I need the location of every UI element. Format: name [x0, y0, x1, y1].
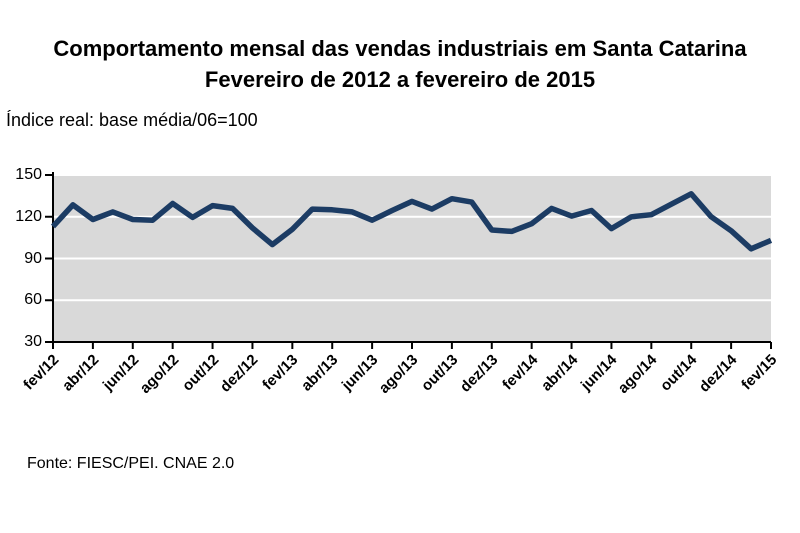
chart-source: Fonte: FIESC/PEI. CNAE 2.0: [27, 455, 235, 472]
y-axis-tick-label: 90: [24, 249, 42, 267]
y-axis-tick-label: 60: [24, 291, 42, 309]
y-axis-tick-label: 30: [24, 333, 42, 350]
y-axis-tick-label: 120: [15, 207, 42, 225]
chart-title-line2: Fevereiro de 2012 a fevereiro de 2015: [204, 67, 596, 92]
data-line-series: [50, 191, 773, 252]
chart-subtitle: Índice real: base média/06=100: [6, 110, 258, 130]
y-axis-tick-label: 150: [15, 166, 42, 183]
chart-title-line1: Comportamento mensal das vendas industri…: [53, 36, 747, 61]
